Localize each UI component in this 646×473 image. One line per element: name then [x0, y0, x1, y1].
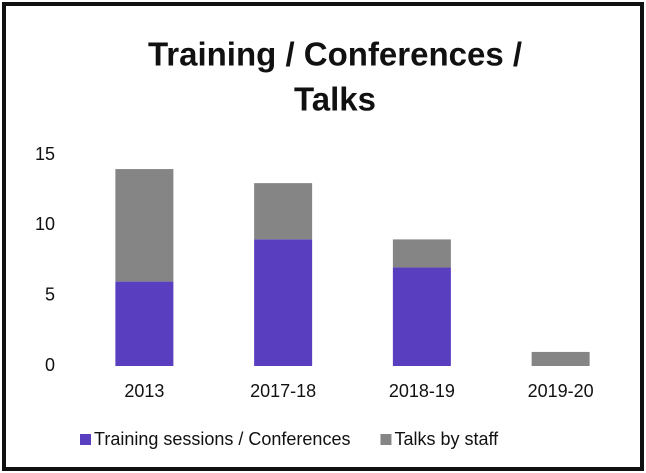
- legend-swatch: [80, 434, 91, 445]
- bar-segment: [115, 281, 174, 366]
- bar-segment: [392, 239, 451, 268]
- legend-swatch: [380, 434, 392, 445]
- legend-label: Talks by staff: [394, 429, 499, 449]
- x-tick-label: 2013: [124, 381, 164, 401]
- chart-title: Talks: [294, 81, 376, 118]
- y-tick-label: 0: [45, 355, 55, 375]
- legend-label: Training sessions / Conferences: [94, 429, 350, 449]
- chart-title: Training / Conferences /: [148, 36, 522, 73]
- y-tick-label: 5: [45, 284, 55, 304]
- bar-segment: [254, 239, 313, 366]
- y-tick-label: 10: [35, 214, 55, 234]
- bar-segment: [531, 351, 590, 366]
- x-tick-label: 2019-20: [528, 381, 594, 401]
- bar-segment: [115, 169, 174, 282]
- y-tick-label: 15: [35, 144, 55, 164]
- x-tick-label: 2017-18: [250, 381, 316, 401]
- x-tick-label: 2018-19: [389, 381, 455, 401]
- bar-segment: [254, 183, 313, 240]
- bar-segment: [392, 267, 451, 366]
